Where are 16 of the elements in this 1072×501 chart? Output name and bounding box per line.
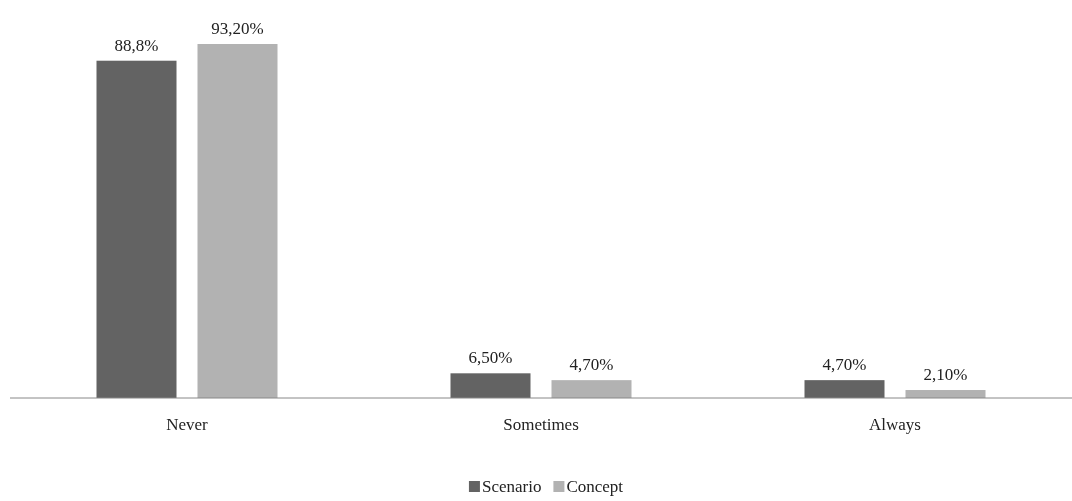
bar	[96, 60, 177, 398]
bar	[450, 373, 531, 398]
x-tick-label: Sometimes	[503, 415, 579, 434]
legend-label: Scenario	[481, 477, 542, 496]
data-label: 93,20%	[211, 19, 264, 38]
bar	[197, 44, 278, 398]
data-label: 6,50%	[468, 348, 513, 368]
data-label: 4,70%	[569, 355, 614, 375]
legend-label: Concept	[566, 477, 624, 496]
data-label: 88,8%	[114, 35, 159, 55]
data-label: 2,10%	[923, 365, 968, 385]
data-label: 4,70%	[822, 355, 867, 375]
bar	[804, 380, 885, 398]
bar	[551, 380, 632, 398]
x-tick-label: Always	[869, 415, 921, 434]
x-tick-label: Never	[166, 415, 209, 434]
